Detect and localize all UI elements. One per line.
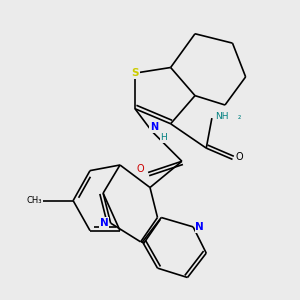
Text: NH: NH <box>216 112 229 121</box>
Text: S: S <box>131 68 139 78</box>
Text: CH₃: CH₃ <box>27 196 42 205</box>
Text: N: N <box>196 222 204 232</box>
Text: ₂: ₂ <box>237 112 241 121</box>
Text: N: N <box>100 218 108 228</box>
Text: H: H <box>160 133 167 142</box>
Text: O: O <box>236 152 243 163</box>
Text: N: N <box>150 122 158 132</box>
Text: O: O <box>137 164 144 174</box>
